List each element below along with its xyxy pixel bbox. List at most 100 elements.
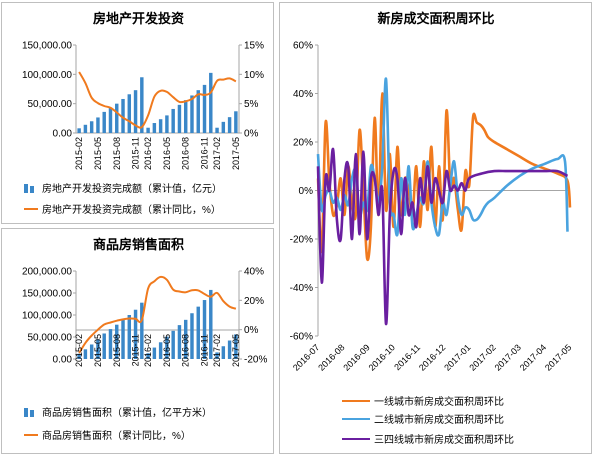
bar: [108, 107, 113, 133]
bar: [146, 127, 150, 133]
x-axis-tick-label: 2017-05: [543, 342, 573, 372]
y-axis-tick-label: -40%: [290, 283, 313, 294]
bar: [102, 333, 106, 359]
bar: [227, 117, 232, 133]
left-axis-tick-label: 0.00: [53, 355, 73, 366]
bar: [89, 121, 94, 133]
bar: [140, 77, 144, 133]
y-axis-tick-label: -20%: [290, 235, 313, 246]
bar: [227, 340, 232, 359]
bar: [234, 111, 238, 133]
bar: [215, 127, 219, 133]
weekly-change-chart-panel: 新房成交面积周环比 -60% -40% -20% 0% 20% 40% 60% 2016-07 2…: [279, 2, 592, 454]
x-axis-tick-label: 2017-05: [231, 137, 241, 170]
legend-label-bar: 商品房销售面积（累计值，亿平方米）: [42, 406, 212, 419]
left-axis-tick-label: 50,000.00: [28, 99, 73, 110]
x-axis-tick-label: 2015-02: [74, 334, 84, 367]
bar: [171, 108, 175, 133]
x-axis-tick-label: 2017-01: [442, 342, 472, 372]
series-line: [316, 92, 572, 262]
right-axis-tick-label: 20%: [244, 296, 264, 307]
x-axis-tick-label: 2017-02: [467, 342, 497, 372]
x-axis-tick-label: 2015-08: [112, 137, 122, 170]
x-axis-tick-label: 2016-11: [200, 334, 210, 366]
left-axis-tick-label: 200,000.00: [22, 267, 72, 278]
left-axis-tick-label: 100,000.00: [22, 70, 72, 81]
x-axis-tick-label: 2016-09: [341, 342, 371, 372]
bar: [152, 347, 157, 359]
x-axis-tick-label: 2015-05: [93, 334, 103, 367]
x-axis-tick-label: 2015-11: [131, 334, 141, 366]
bar: [190, 313, 194, 359]
right-axis-tick-label: 5%: [244, 99, 259, 110]
y-axis-tick-label: 60%: [293, 41, 313, 52]
bar: [115, 103, 119, 133]
x-axis-tick-label: 2016-11: [200, 137, 210, 169]
bar: [209, 72, 213, 133]
bar: [158, 342, 163, 359]
chart-title: 商品房销售面积: [93, 237, 184, 252]
x-axis-tick-label: 2016-05: [162, 137, 172, 170]
bar: [209, 289, 213, 359]
right-axis-tick-label: 0%: [244, 129, 259, 140]
right-axis-tick-label: 40%: [244, 267, 264, 278]
bar: [115, 324, 119, 359]
bar: [183, 319, 188, 359]
bar: [183, 100, 188, 133]
x-axis-tick-label: 2016-08: [181, 334, 191, 367]
series-line: [316, 147, 569, 326]
bar: [234, 334, 238, 359]
bar: [77, 353, 81, 359]
bar: [202, 84, 207, 133]
sales-area-chart-panel: 商品房销售面积 0.00 50,000.00 100,000.00 150,000.00…: [1, 228, 274, 454]
bar: [146, 353, 150, 359]
x-axis-tick-label: 2017-02: [212, 334, 222, 367]
x-axis-tick-label: 2017-02: [212, 137, 222, 170]
legend-swatch-bar: [24, 408, 28, 417]
chart-title: 新房成交面积周环比: [377, 11, 494, 26]
bar: [215, 352, 219, 359]
left-axis-tick-label: 50,000.00: [28, 333, 73, 344]
bar: [96, 339, 100, 359]
x-axis-tick-label: 2017-03: [493, 342, 523, 372]
investment-chart: 房地产开发投资 0.00 50,000.00 100,000.00 150,000.00…: [22, 11, 264, 216]
weekly-change-chart: 新房成交面积周环比-60%-40%-20%0%20%40%60%2016-072…: [290, 11, 574, 446]
left-axis-tick-label: 0.00: [53, 129, 73, 140]
legend-label-line: 商品房销售面积（累计同比，%）: [42, 429, 191, 442]
bar: [133, 309, 138, 359]
y-axis-tick-label: 40%: [293, 89, 313, 100]
right-axis-tick-label: 10%: [244, 70, 264, 81]
bar: [202, 300, 207, 359]
bar: [77, 128, 81, 133]
right-axis-tick-label: 15%: [244, 41, 264, 52]
series-line: [78, 275, 237, 354]
bar: [121, 98, 125, 133]
investment-chart-panel: 房地产开发投资 0.00 50,000.00 100,000.00 150,000.00…: [1, 2, 274, 224]
right-axis-tick-label: -20%: [244, 355, 267, 366]
y-axis-tick-label: 20%: [293, 138, 313, 149]
x-axis-tick-label: 2015-11: [131, 137, 141, 169]
left-axis-tick-label: 150,000.00: [22, 41, 72, 52]
bar: [177, 104, 182, 133]
x-axis-tick-label: 2016-10: [367, 342, 397, 372]
x-axis-tick-label: 2016-08: [316, 342, 346, 372]
bar: [196, 306, 200, 359]
left-axis-tick-label: 150,000.00: [22, 289, 72, 300]
x-axis-tick-label: 2016-05: [162, 334, 172, 367]
bar: [152, 123, 157, 133]
x-axis-tick-label: 2015-05: [93, 137, 103, 170]
y-axis-tick-label: -60%: [290, 332, 313, 343]
bar: [165, 336, 169, 359]
series-line: [78, 71, 237, 129]
left-axis-tick-label: 100,000.00: [22, 311, 72, 322]
bar: [127, 94, 132, 133]
bar: [89, 344, 94, 359]
bar: [221, 121, 226, 133]
x-axis-tick-label: 2016-12: [417, 342, 447, 372]
x-axis-tick-label: 2015-02: [74, 137, 84, 170]
bar: [108, 329, 113, 359]
bar: [83, 124, 88, 133]
bar: [196, 90, 200, 133]
x-axis-tick-label: 2016-07: [291, 342, 321, 372]
x-axis-tick-label: 2016-02: [143, 137, 153, 170]
